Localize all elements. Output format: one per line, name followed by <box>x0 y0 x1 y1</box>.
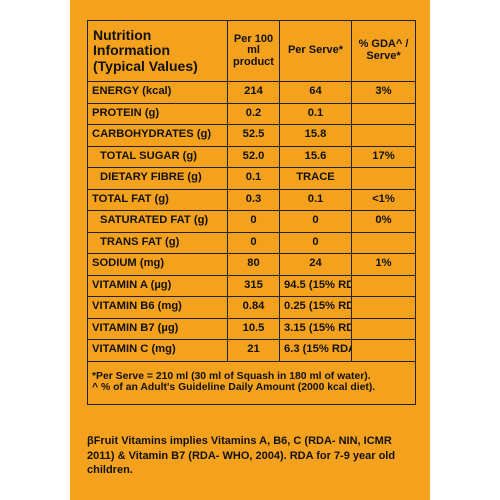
gda-note: ^ % of an Adult's Guideline Daily Amount… <box>92 381 376 393</box>
value-gda: 1% <box>351 253 416 276</box>
table-row: DIETARY FIBRE (g) 0.1 TRACE <box>87 167 416 190</box>
nutrient-name: VITAMIN B6 (mg) <box>87 296 228 319</box>
value-per-100ml: 214 <box>227 81 280 104</box>
table-row: TOTAL SUGAR (g) 52.0 15.6 17% <box>87 145 416 168</box>
value-per-100ml: 0.1 <box>227 167 280 190</box>
table-row: VITAMIN B6 (mg)0.840.25 (15% RDA) <box>87 296 416 319</box>
value-gda <box>351 317 416 340</box>
header-per-100ml: Per 100 ml product <box>227 20 280 82</box>
value-gda: <1% <box>351 188 416 211</box>
value-per-serve: 0.1 <box>279 102 352 125</box>
nutrient-name: PROTEIN (g) <box>87 102 228 125</box>
value-per-serve: 15.8 <box>279 124 352 147</box>
value-per-serve: 64 <box>279 81 352 104</box>
value-gda <box>351 274 416 297</box>
table-row: VITAMIN B7 (µg)10.53.15 (15% RDA) <box>87 317 416 340</box>
value-per-100ml: 52.0 <box>227 145 280 168</box>
nutrient-name: TRANS FAT (g) <box>87 231 228 254</box>
table-row: TRANS FAT (g) 0 0 <box>87 231 416 254</box>
nutrient-name: VITAMIN C (mg) <box>87 339 228 362</box>
value-per-serve: 94.5 (15% RDA) <box>279 274 352 297</box>
nutrient-name: TOTAL SUGAR (g) <box>87 145 228 168</box>
value-gda: 3% <box>351 81 416 104</box>
value-gda: 17% <box>351 145 416 168</box>
nutrient-name: SODIUM (mg) <box>87 253 228 276</box>
serve-note: *Per Serve = 210 ml (30 ml of Squash in … <box>92 370 371 382</box>
value-per-100ml: 0.2 <box>227 102 280 125</box>
notes-row: *Per Serve = 210 ml (30 ml of Squash in … <box>87 360 416 405</box>
table-row: SATURATED FAT (g) 0 0 0% <box>87 210 416 233</box>
nutrient-name: CARBOHYDRATES (g) <box>87 124 228 147</box>
value-per-serve: 24 <box>279 253 352 276</box>
nutrient-name: DIETARY FIBRE (g) <box>87 167 228 190</box>
value-gda <box>351 339 416 362</box>
value-per-100ml: 21 <box>227 339 280 362</box>
table-row: ENERGY (kcal) 214 64 3% <box>87 81 416 104</box>
table-header-row: Nutrition Information (Typical Values) P… <box>87 20 416 82</box>
value-gda <box>351 167 416 190</box>
value-per-100ml: 0.84 <box>227 296 280 319</box>
value-gda: 0% <box>351 210 416 233</box>
table-title: Nutrition Information (Typical Values) <box>87 20 228 82</box>
value-per-100ml: 0 <box>227 231 280 254</box>
value-per-100ml: 0 <box>227 210 280 233</box>
table-row: CARBOHYDRATES (g) 52.5 15.8 <box>87 124 416 147</box>
value-per-serve: 0.25 (15% RDA) <box>279 296 352 319</box>
value-per-100ml: 10.5 <box>227 317 280 340</box>
footer-note: βFruit Vitamins implies Vitamins A, B6, … <box>87 435 396 476</box>
value-per-serve: 0 <box>279 210 352 233</box>
value-per-100ml: 52.5 <box>227 124 280 147</box>
value-per-100ml: 80 <box>227 253 280 276</box>
value-per-serve: 0 <box>279 231 352 254</box>
value-per-serve: 6.3 (15% RDA) <box>279 339 352 362</box>
value-gda <box>351 124 416 147</box>
value-per-serve: 0.1 <box>279 188 352 211</box>
value-gda <box>351 296 416 319</box>
table-row: TOTAL FAT (g) 0.3 0.1 <1% <box>87 188 416 211</box>
nutrient-name: TOTAL FAT (g) <box>87 188 228 211</box>
table-row: SODIUM (mg) 80 24 1% <box>87 253 416 276</box>
header-per-serve: Per Serve* <box>279 20 352 82</box>
nutrition-label: Nutrition Information (Typical Values) P… <box>70 0 430 500</box>
value-per-100ml: 0.3 <box>227 188 280 211</box>
nutrient-name: VITAMIN B7 (µg) <box>87 317 228 340</box>
serve-notes: *Per Serve = 210 ml (30 ml of Squash in … <box>87 360 416 405</box>
value-gda <box>351 231 416 254</box>
nutrient-name: SATURATED FAT (g) <box>87 210 228 233</box>
value-per-serve: TRACE <box>279 167 352 190</box>
nutrient-name: VITAMIN A (µg) <box>87 274 228 297</box>
nutrient-name: ENERGY (kcal) <box>87 81 228 104</box>
value-per-100ml: 315 <box>227 274 280 297</box>
nutrition-table: Nutrition Information (Typical Values) P… <box>87 20 416 405</box>
value-per-serve: 3.15 (15% RDA) <box>279 317 352 340</box>
table-row: VITAMIN C (mg)216.3 (15% RDA) <box>87 339 416 362</box>
header-gda: % GDA^ / Serve* <box>351 20 416 82</box>
table-row: PROTEIN (g) 0.2 0.1 <box>87 102 416 125</box>
value-per-serve: 15.6 <box>279 145 352 168</box>
value-gda <box>351 102 416 125</box>
